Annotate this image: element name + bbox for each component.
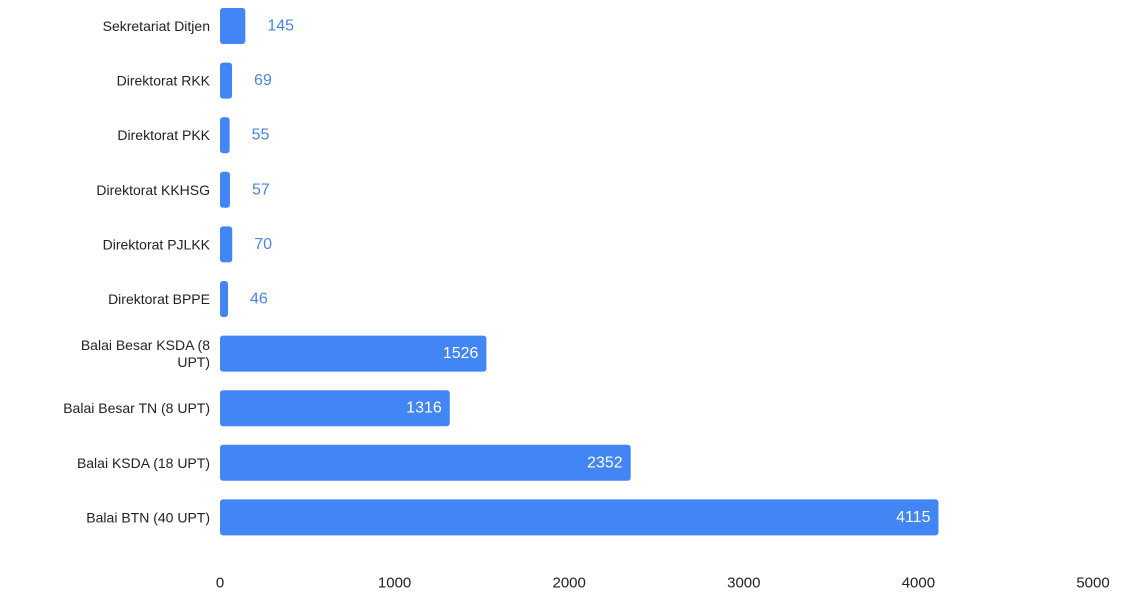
category-label: UPT) <box>177 354 210 370</box>
x-tick-label: 4000 <box>902 575 935 592</box>
bar <box>220 226 233 263</box>
bar <box>220 8 246 44</box>
value-label: 4115 <box>896 509 931 526</box>
x-tick-label: 2000 <box>553 575 586 592</box>
value-label: 46 <box>250 291 268 308</box>
bar <box>220 444 631 481</box>
value-label: 145 <box>267 18 294 35</box>
category-label: Direktorat BPPE <box>108 291 210 307</box>
category-label: Direktorat PKK <box>117 127 210 143</box>
category-label: Balai Besar KSDA (8 <box>81 337 210 353</box>
value-label: 1316 <box>406 400 442 417</box>
bar <box>220 62 233 99</box>
value-label: 1526 <box>443 345 479 362</box>
category-label: Balai BTN (40 UPT) <box>86 509 210 525</box>
category-labels: Sekretariat Ditjen Direktorat RKK Direktor… <box>63 18 210 525</box>
x-tick-label: 1000 <box>378 575 411 592</box>
bar <box>220 281 229 317</box>
bar <box>220 390 450 427</box>
bar <box>220 499 939 536</box>
value-label: 2352 <box>587 454 623 471</box>
x-tick-label: 5000 <box>1076 575 1109 592</box>
value-label: 57 <box>252 181 270 198</box>
x-tick-label: 0 <box>216 575 224 592</box>
value-label: 55 <box>252 127 270 144</box>
value-label: 69 <box>254 72 272 89</box>
category-label: Direktorat PJLKK <box>103 236 211 252</box>
category-label: Balai Besar TN (8 UPT) <box>63 400 210 416</box>
x-tick-label: 3000 <box>727 575 760 592</box>
bar <box>220 335 487 372</box>
category-label: Balai KSDA (18 UPT) <box>77 455 210 471</box>
value-labels: 145 69 55 57 70 46 1526 1316 2352 4115 <box>250 18 931 526</box>
category-label: Direktorat RKK <box>117 73 211 89</box>
category-label: Sekretariat Ditjen <box>103 18 210 34</box>
bar <box>220 117 230 154</box>
bar <box>220 171 230 208</box>
x-axis-ticks: 0 1000 2000 3000 4000 5000 <box>216 575 1110 592</box>
category-label: Direktorat KKHSG <box>96 182 210 198</box>
bars <box>220 8 939 536</box>
value-label: 70 <box>254 236 272 253</box>
